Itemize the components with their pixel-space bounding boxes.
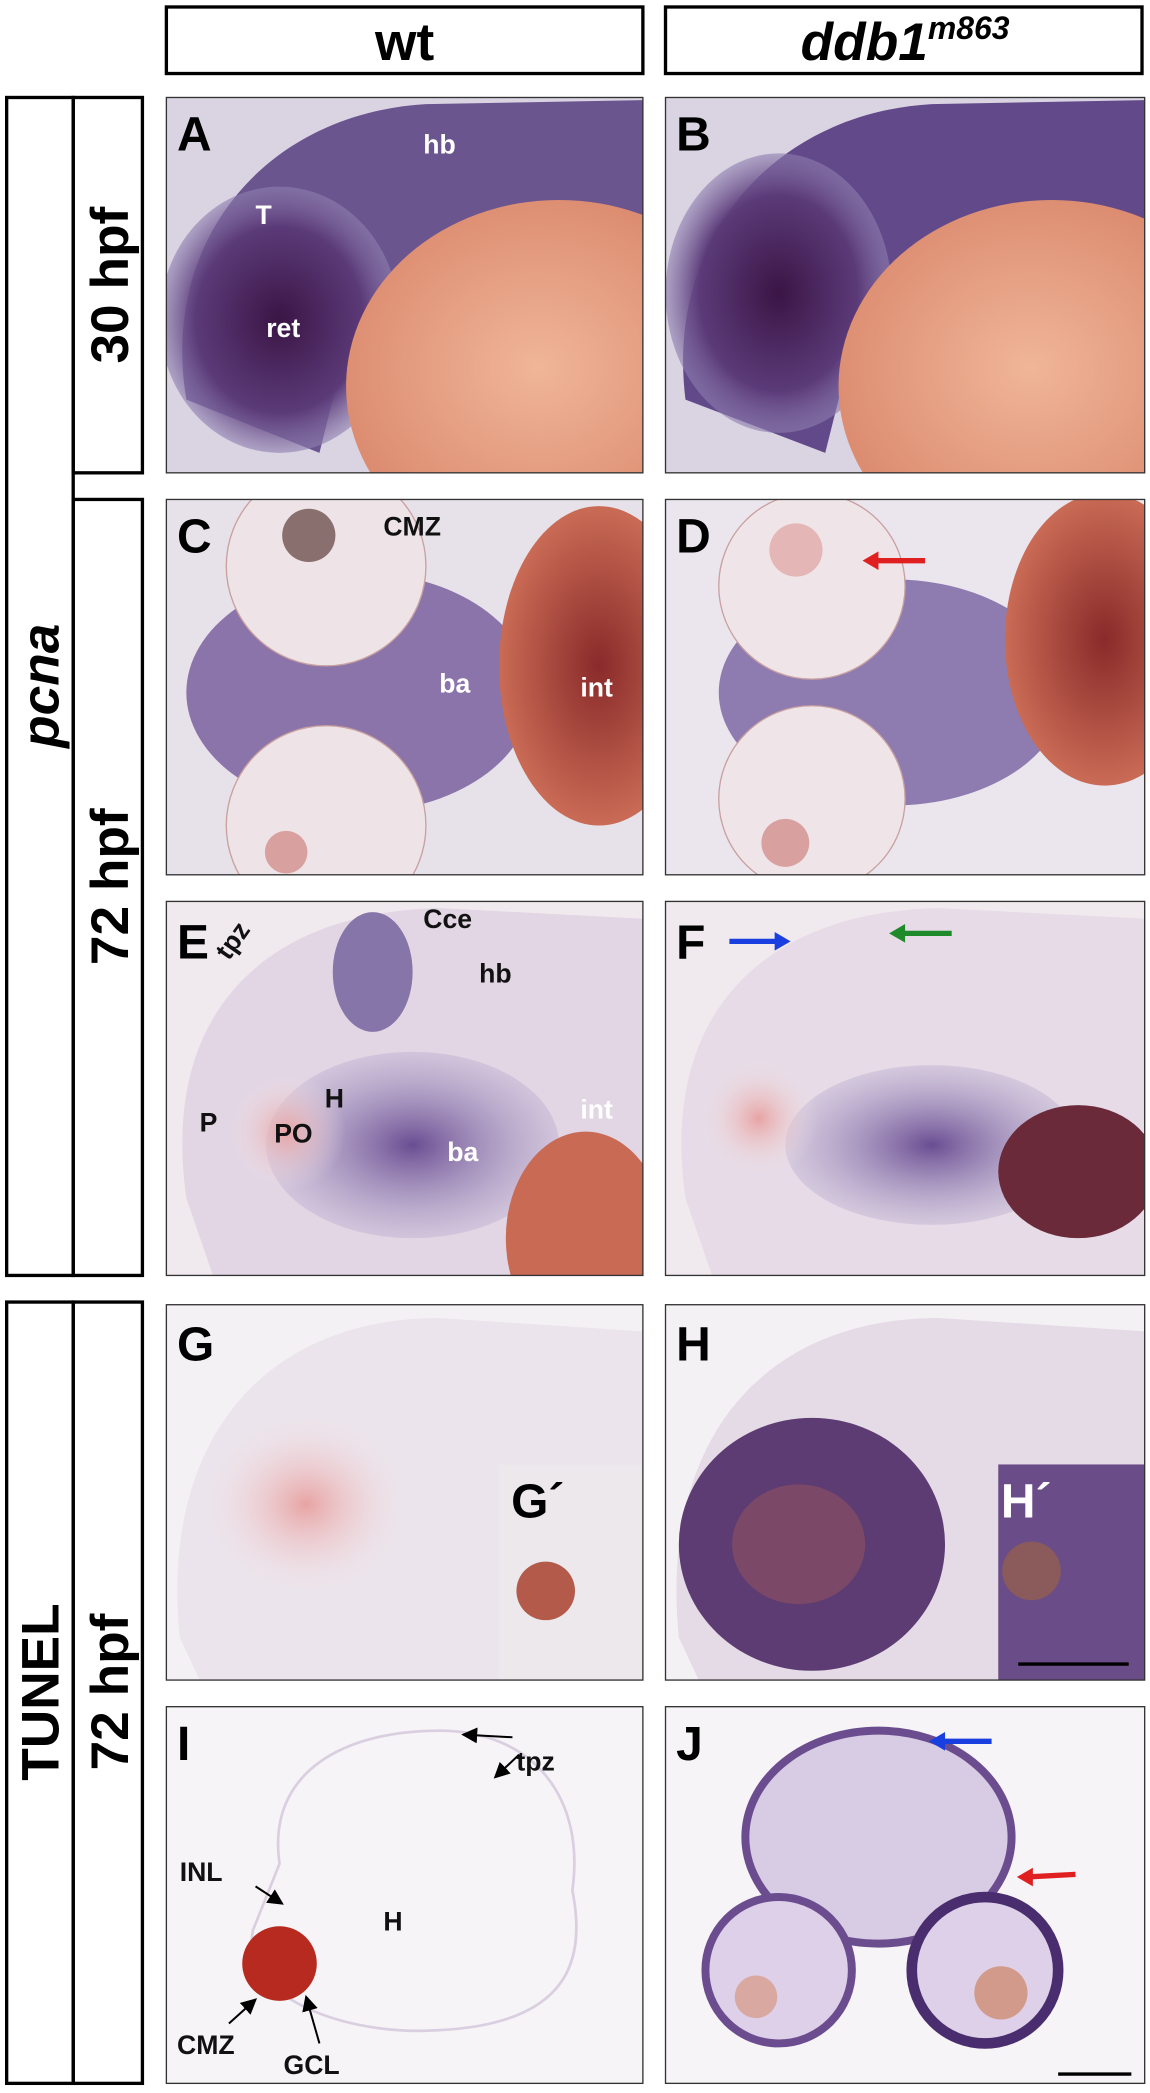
annotation: CMZ <box>177 2030 235 2060</box>
panel-letter: F <box>676 917 705 970</box>
row-label: 72 hpf <box>81 808 140 965</box>
micrograph <box>166 1706 643 2084</box>
arrowhead <box>1016 1867 1033 1887</box>
annotation: ret <box>266 313 300 343</box>
micrograph <box>166 1304 643 1681</box>
annotation: ba <box>447 1137 478 1167</box>
header-box <box>663 5 1144 76</box>
column-header: wt <box>374 13 434 72</box>
micrograph <box>665 97 1145 473</box>
micrograph <box>665 1706 1145 2084</box>
panel-letter: H <box>676 1319 711 1372</box>
micrograph <box>665 1304 1145 1681</box>
row-label: pcna <box>12 624 71 750</box>
panel-letter: A <box>177 109 212 162</box>
annotation: hb <box>423 129 456 159</box>
inset-letter: G´ <box>511 1476 564 1529</box>
panel-letter: B <box>676 109 711 162</box>
annotation: P <box>200 1108 218 1138</box>
micrograph <box>665 901 1145 1276</box>
arrow <box>1024 1871 1076 1880</box>
panel-borders <box>165 96 1146 2085</box>
panel-letter: C <box>177 511 212 564</box>
annotation: H <box>383 1906 402 1936</box>
panel-letter: I <box>177 1718 190 1771</box>
micrograph <box>166 97 643 473</box>
arrowhead <box>862 551 879 570</box>
annotation: INL <box>180 1857 223 1887</box>
annotation: tpz <box>516 1747 554 1777</box>
panel-letter: D <box>676 511 711 564</box>
annotation: CMZ <box>383 511 441 541</box>
annotation: PO <box>274 1118 312 1148</box>
header-box <box>164 5 645 76</box>
annotation: int <box>580 1094 613 1124</box>
arrow <box>302 1994 321 2044</box>
arrowhead <box>889 924 906 943</box>
inset-letter: H´ <box>1001 1476 1052 1529</box>
panel-letter: J <box>676 1718 703 1771</box>
annotation: Cce <box>423 904 472 934</box>
arrowhead <box>774 932 791 951</box>
panel-letter: G <box>177 1319 214 1372</box>
allele-superscript: m863 <box>928 10 1010 46</box>
annotation: T <box>256 200 272 230</box>
annotation: GCL <box>284 2050 340 2080</box>
micrograph <box>665 499 1145 875</box>
arrow <box>228 1998 258 2025</box>
annotation: int <box>580 672 613 702</box>
arrow <box>493 1753 520 1779</box>
column-header: ddb1m863 <box>801 10 1010 72</box>
row-label: 72 hpf <box>81 1613 140 1770</box>
annotation: hb <box>479 959 512 989</box>
annotation: ba <box>439 668 470 698</box>
arrow <box>255 1885 284 1905</box>
row-label: TUNEL <box>12 1603 71 1780</box>
row-box <box>71 95 145 475</box>
arrowhead <box>929 1731 946 1751</box>
micrograph <box>166 499 643 875</box>
row-box <box>71 1300 145 2086</box>
panel-letter: E <box>177 917 209 970</box>
row-label: 30 hpf <box>81 207 140 364</box>
gene-name: ddb1 <box>801 13 928 72</box>
micrograph <box>166 901 643 1276</box>
arrow <box>461 1727 513 1744</box>
row-box <box>71 497 145 1278</box>
annotation: H <box>325 1084 344 1114</box>
